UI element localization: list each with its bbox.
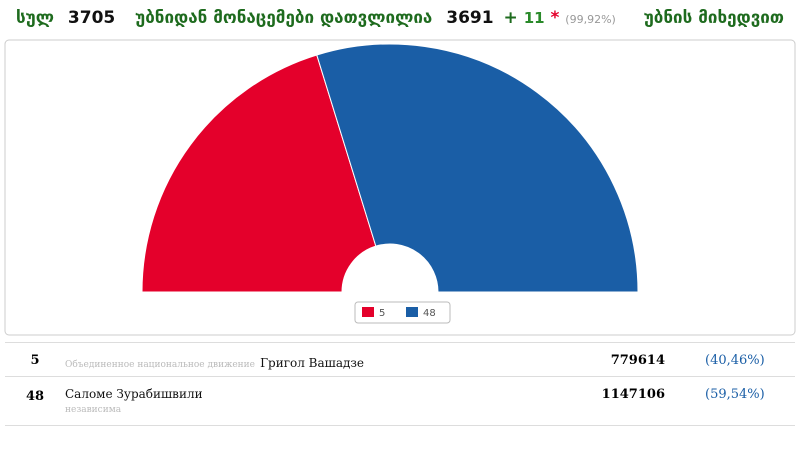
legend-label: 5: [379, 308, 385, 319]
chart: 5 48: [4, 39, 796, 336]
share: (40,46%): [705, 353, 765, 368]
legend-label: 48: [423, 308, 436, 319]
row-number: 48: [25, 389, 45, 404]
candidate: Саломе Зурабишвили: [65, 387, 203, 401]
votes: 779614: [610, 353, 665, 368]
plus: +: [503, 8, 518, 28]
party: Объединенное национальное движение: [65, 360, 256, 370]
table-row: 5 Объединенное национальное движение Гри…: [5, 342, 795, 377]
row-number: 5: [30, 353, 40, 368]
extra: 11: [523, 9, 545, 27]
percent: (99,92%): [565, 13, 616, 26]
votes: 1147106: [601, 387, 665, 402]
candidate: Григол Вашадзе: [260, 356, 365, 370]
total: 3705: [67, 8, 116, 28]
legend-swatch: [362, 307, 374, 317]
party: независима: [65, 405, 122, 415]
total-label: სულ: [16, 8, 54, 28]
star: *: [550, 8, 560, 28]
share: (59,54%): [705, 387, 765, 402]
legend-swatch: [406, 307, 418, 317]
table-row: 48 Саломе Зурабишвили независима 1147106…: [5, 376, 795, 426]
suffix: უბნის მიხედვით: [643, 8, 784, 28]
legend-box: [354, 301, 451, 324]
counted: 3691: [446, 8, 494, 28]
header: სულ 3705 უბნიდან მონაცემები დათვლილია 36…: [0, 8, 800, 28]
slice: [141, 54, 377, 293]
slice: [316, 43, 639, 293]
counted-label: უბნიდან მონაცემები დათვლილია: [135, 8, 433, 28]
